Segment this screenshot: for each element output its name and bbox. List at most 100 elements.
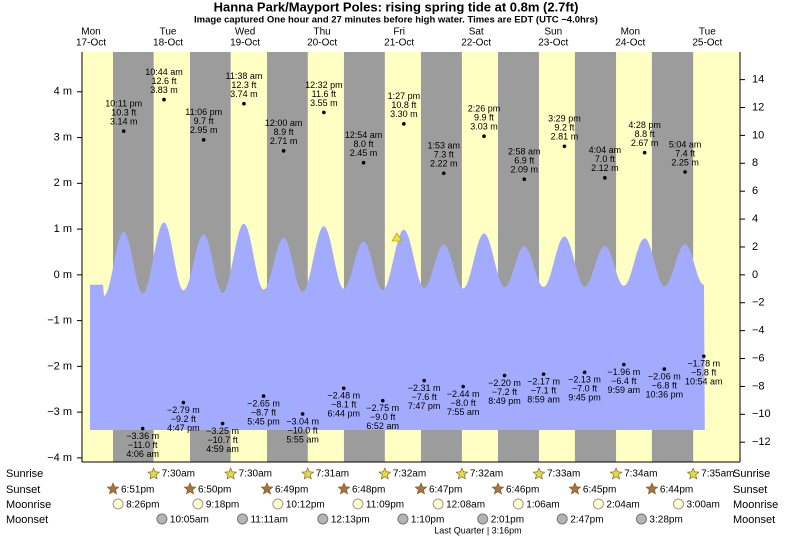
- tide-label: 7.3 ft: [434, 150, 455, 160]
- tide-label: 10.3 ft: [111, 108, 137, 118]
- y2-tick-label: 2: [752, 241, 758, 253]
- chart-title: Hanna Park/Mayport Poles: rising spring …: [214, 0, 579, 14]
- tide-label: 7:55 am: [447, 407, 480, 417]
- tide-label: −7.0 ft: [572, 384, 598, 394]
- sunset-icon: [645, 482, 659, 495]
- tide-label: 11:38 am: [225, 71, 262, 81]
- tide-label: −8.0 ft: [450, 398, 476, 408]
- tide-label: 2.81 m: [551, 132, 579, 142]
- moonrise-icon: [112, 498, 124, 510]
- tide-label: 12:32 pm: [305, 80, 343, 90]
- tide-label: 5:45 pm: [247, 416, 280, 426]
- tide-label: 2.45 m: [350, 148, 378, 158]
- y2-tick-label: −8: [752, 380, 765, 392]
- sunset-icon: [183, 482, 197, 495]
- y2-tick-label: −10: [752, 408, 771, 420]
- y2-tick-label: 0: [752, 269, 758, 281]
- date-label: 18-Oct: [153, 38, 183, 49]
- tide-point: [121, 129, 126, 133]
- tide-label: 10:44 am: [145, 67, 183, 77]
- y2-tick-label: −12: [752, 436, 771, 448]
- tide-label: −1.96 m: [607, 367, 640, 377]
- weekday-label: Fri: [393, 27, 405, 38]
- tide-point: [683, 170, 687, 174]
- tide-label: 3.03 m: [470, 122, 498, 132]
- tide-point: [422, 378, 426, 383]
- sunrise-icon: [686, 467, 700, 480]
- tide-label: 3.83 m: [150, 85, 178, 95]
- tide-label: 8:49 pm: [488, 396, 521, 406]
- tide-point: [341, 386, 346, 391]
- tide-label: 10:36 pm: [646, 389, 684, 399]
- tide-label: −3.25 m: [206, 426, 239, 436]
- y2-tick-label: 10: [752, 129, 764, 141]
- tide-label: 2.67 m: [631, 138, 659, 148]
- y-tick-label: −1 m: [47, 315, 72, 327]
- tide-point: [461, 384, 465, 389]
- tide-point: [380, 398, 385, 403]
- date-label: 25-Oct: [692, 38, 722, 49]
- tide-point: [642, 150, 647, 155]
- tide-label: 1:27 pm: [388, 91, 421, 101]
- sunrise-icon: [609, 467, 623, 480]
- moonrise-time: 1:06am: [526, 500, 559, 511]
- tide-label: 5:55 am: [286, 434, 319, 444]
- row-label: Moonrise: [6, 499, 51, 511]
- tide-label: −2.65 m: [247, 398, 280, 408]
- tide-label: −6.8 ft: [652, 380, 678, 390]
- tide-point: [261, 394, 266, 398]
- moonrise-icon: [272, 498, 284, 510]
- tide-point: [562, 144, 567, 149]
- tide-label: 2.09 m: [511, 165, 539, 175]
- sunrise-icon: [378, 467, 392, 480]
- current-time-marker: [391, 232, 403, 242]
- tide-label: −2.13 m: [568, 375, 601, 385]
- tide-point: [441, 171, 446, 176]
- tide-label: 10:11 pm: [105, 99, 142, 109]
- tide-label: 6:44 pm: [327, 409, 360, 419]
- moonrise-icon: [672, 498, 684, 510]
- tide-label: −9.2 ft: [171, 414, 197, 424]
- moonrise-time: 10:12pm: [286, 500, 325, 511]
- tide-label: 9:59 am: [608, 385, 641, 395]
- tide-label: 12.6 ft: [151, 76, 177, 86]
- row-label: Sunrise: [6, 468, 43, 480]
- y2-tick-label: 8: [752, 157, 758, 169]
- tide-point: [522, 177, 527, 182]
- tide-label: −3.36 m: [126, 431, 159, 441]
- sunrise-time: 7:33am: [547, 469, 580, 480]
- sunset-time: 6:44pm: [660, 485, 693, 496]
- tide-label: 3.14 m: [110, 117, 138, 127]
- sunset-time: 6:49pm: [275, 485, 308, 496]
- tide-point: [662, 367, 667, 371]
- y-tick-label: 1 m: [54, 223, 72, 235]
- y2-tick-label: 6: [752, 185, 758, 197]
- tide-label: 12.3 ft: [231, 80, 257, 90]
- moonset-time: 2:01pm: [491, 515, 524, 526]
- y2-tick-label: −6: [752, 352, 765, 364]
- tide-point: [322, 110, 326, 115]
- moonrise-icon: [592, 498, 604, 510]
- tide-point: [622, 362, 626, 367]
- tide-label: 9.9 ft: [474, 113, 495, 123]
- sunrise-time: 7:35am: [701, 469, 734, 480]
- moon-phase: Last Quarter | 3:16pm: [434, 525, 521, 535]
- y-tick-label: 0 m: [54, 269, 72, 281]
- date-label: 20-Oct: [307, 38, 337, 49]
- tide-label: −2.06 m: [648, 371, 681, 381]
- moonset-time: 10:05am: [170, 515, 209, 526]
- tide-label: 2.71 m: [270, 136, 298, 146]
- tide-label: 10.8 ft: [391, 100, 417, 110]
- moonrise-time: 2:04am: [606, 500, 639, 511]
- tide-point: [140, 426, 145, 431]
- sunrise-icon: [532, 467, 546, 480]
- tide-label: 2.12 m: [591, 163, 619, 173]
- tide-label: 3:29 pm: [548, 114, 581, 124]
- moonset-icon: [556, 513, 568, 525]
- tide-point: [702, 354, 706, 359]
- tide-label: 8.9 ft: [274, 127, 295, 137]
- tide-label: 4:59 am: [206, 444, 239, 454]
- moonrise-time: 12:08am: [446, 500, 485, 511]
- moonrise-time: 3:00am: [686, 500, 719, 511]
- date-label: 23-Oct: [538, 38, 568, 49]
